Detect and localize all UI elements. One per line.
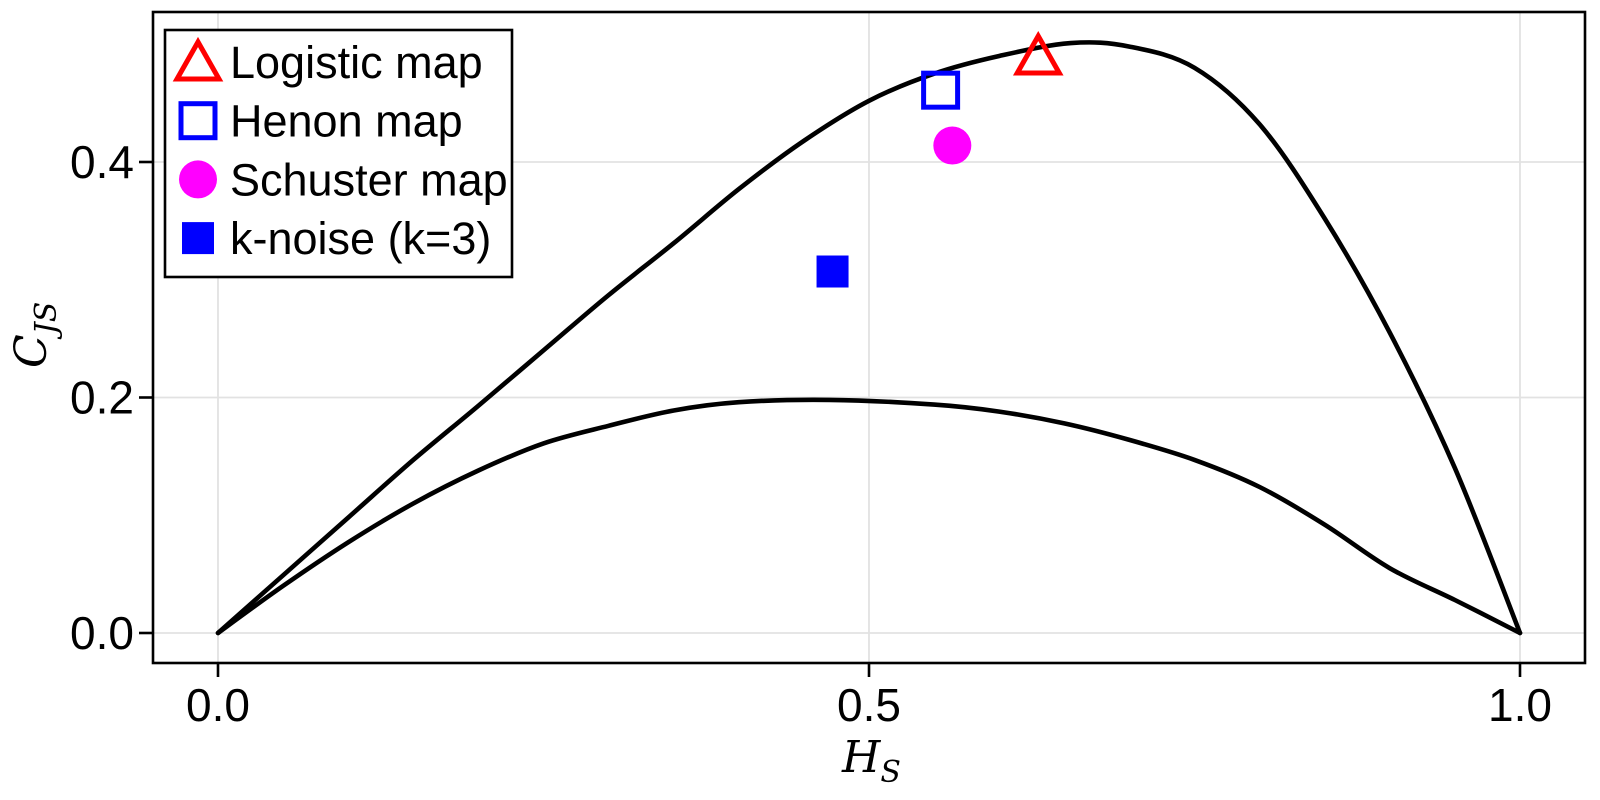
boundary-curves	[215, 40, 1523, 636]
x-tick-label: 1.0	[1488, 679, 1552, 731]
legend-marker-henon-map	[178, 101, 218, 141]
plot-frame	[151, 10, 1587, 665]
legend-box	[163, 28, 514, 279]
tick-labels: 0.0 0.5 1.0 0.0 0.2 0.4	[70, 136, 1552, 731]
legend-item-label: Schuster map	[230, 154, 508, 205]
legend-marker-k-noise-k-3	[182, 222, 214, 255]
axis-ticks	[139, 160, 1522, 677]
x-axis-label: HS	[841, 732, 901, 790]
marker-schuster-map	[933, 126, 972, 165]
y-tick-label: 0.2	[70, 372, 134, 424]
legend-marker-logistic-map	[172, 36, 224, 82]
legend-item-henon-map: Henon map	[178, 96, 463, 147]
legend-item-label: k-noise (k=3)	[230, 213, 491, 264]
marker-henon-map	[921, 70, 961, 110]
marker-logistic-map	[1012, 30, 1064, 76]
minimum-complexity-curve	[215, 397, 1523, 636]
legend-item-label: Henon map	[230, 96, 463, 147]
maximum-complexity-curve	[215, 40, 1523, 636]
legend: Logistic map Henon map Schuster map k-noise…	[163, 28, 514, 279]
y-tick-label: 0.0	[70, 607, 134, 659]
legend-item-label: Logistic map	[230, 37, 483, 88]
y-axis-label: CJS	[6, 302, 64, 368]
data-points	[816, 30, 1064, 288]
y-tick-label: 0.4	[70, 136, 134, 188]
legend-marker-schuster-map	[179, 160, 217, 199]
legend-item-k-noise-k-3: k-noise (k=3)	[182, 213, 491, 264]
legend-item-logistic-map: Logistic map	[172, 36, 483, 88]
marker-k-noise-k-3	[816, 255, 849, 288]
x-tick-label: 0.5	[837, 679, 901, 731]
legend-items: Logistic map Henon map Schuster map k-noise…	[172, 36, 508, 264]
legend-item-schuster-map: Schuster map	[179, 154, 508, 205]
x-tick-label: 0.0	[186, 679, 250, 731]
